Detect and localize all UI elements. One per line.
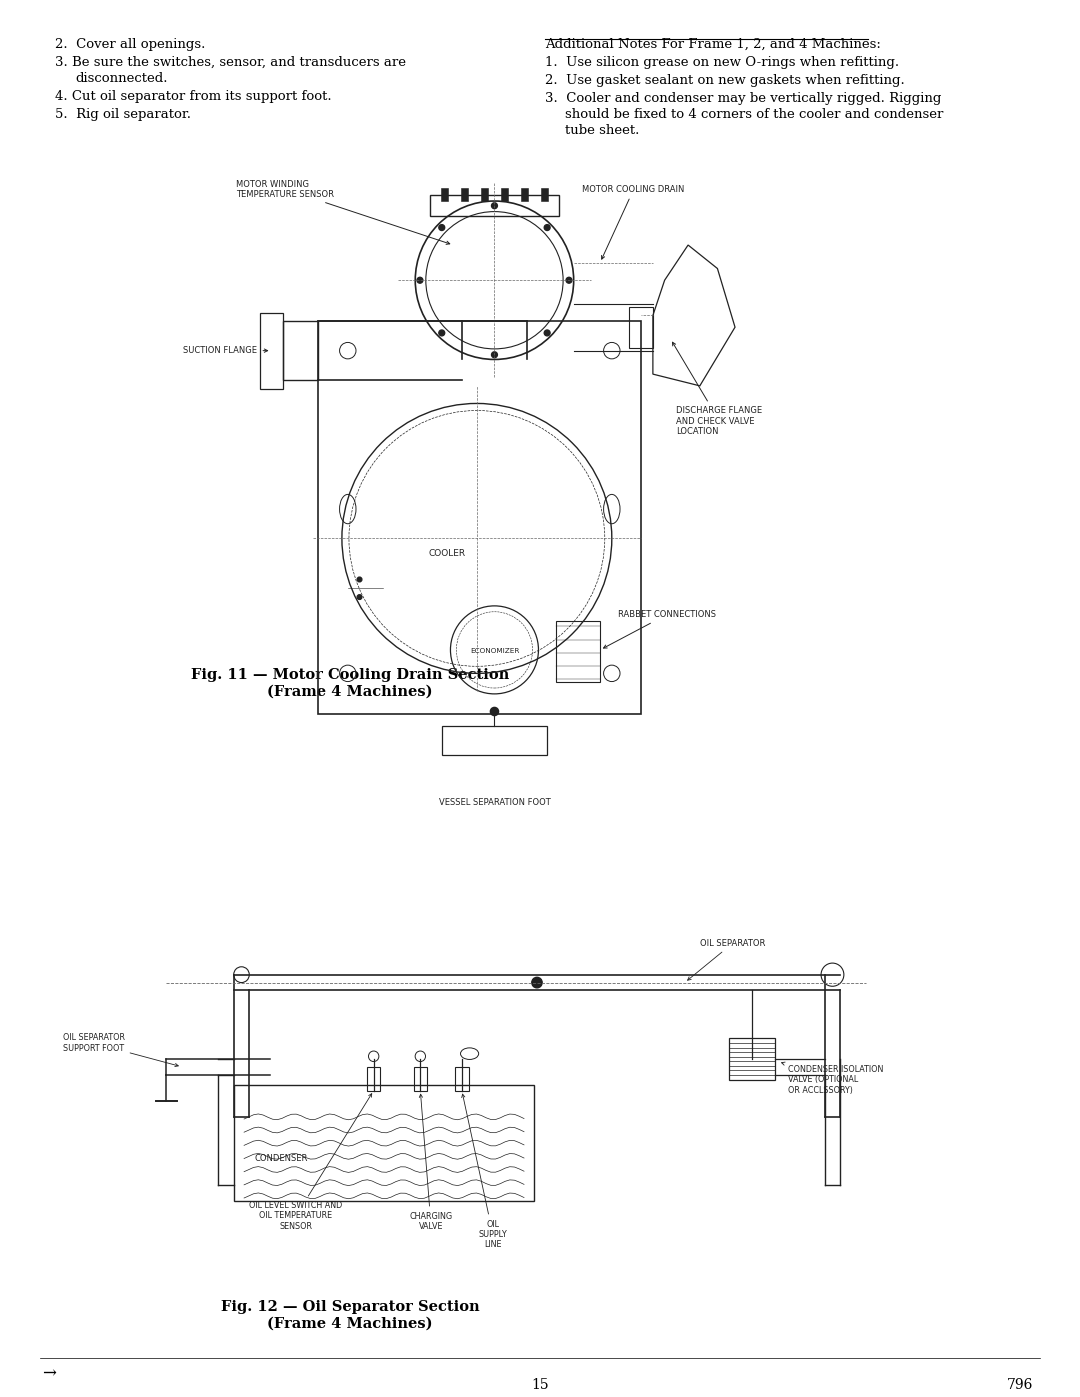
Text: SUCTION FLANGE: SUCTION FLANGE: [184, 346, 268, 355]
Text: Fig. 11 — Motor Cooling Drain Section: Fig. 11 — Motor Cooling Drain Section: [191, 668, 509, 682]
Text: 5.  Rig oil separator.: 5. Rig oil separator.: [55, 108, 191, 122]
Text: 4. Cut oil separator from its support foot.: 4. Cut oil separator from its support fo…: [55, 89, 332, 103]
Bar: [541, 189, 548, 201]
Bar: [414, 1067, 427, 1091]
Text: 15: 15: [531, 1377, 549, 1391]
Bar: [556, 620, 600, 682]
Text: (Frame 4 Machines): (Frame 4 Machines): [267, 685, 433, 698]
Circle shape: [491, 352, 498, 358]
Bar: [442, 726, 548, 756]
Text: RABBET CONNECTIONS: RABBET CONNECTIONS: [604, 610, 716, 648]
Bar: [260, 313, 283, 388]
Circle shape: [357, 595, 362, 599]
Text: VESSEL SEPARATION FOOT: VESSEL SEPARATION FOOT: [438, 798, 551, 807]
Circle shape: [438, 330, 445, 335]
Text: MOTOR WINDING
TEMPERATURE SENSOR: MOTOR WINDING TEMPERATURE SENSOR: [237, 180, 449, 244]
Text: CONDENSER ISOLATION
VALVE (OPTIONAL
OR ACCLSSORY): CONDENSER ISOLATION VALVE (OPTIONAL OR A…: [782, 1062, 883, 1095]
Text: CHARGING
VALVE: CHARGING VALVE: [409, 1094, 453, 1231]
Circle shape: [490, 707, 499, 715]
Text: Additional Notes For Frame 1, 2, and 4 Machines:: Additional Notes For Frame 1, 2, and 4 M…: [545, 38, 881, 52]
Text: OIL
SUPPLY
LINE: OIL SUPPLY LINE: [461, 1094, 508, 1249]
Bar: [461, 189, 468, 201]
Text: disconnected.: disconnected.: [75, 73, 167, 85]
Bar: [630, 307, 653, 348]
Circle shape: [357, 577, 362, 581]
Text: CONDENSER: CONDENSER: [255, 1154, 308, 1164]
Text: 796: 796: [1007, 1377, 1034, 1391]
Text: tube sheet.: tube sheet.: [565, 124, 639, 137]
Bar: [233, 1085, 535, 1201]
Bar: [283, 321, 319, 380]
Text: MOTOR COOLING DRAIN: MOTOR COOLING DRAIN: [582, 184, 685, 258]
Bar: [430, 196, 559, 215]
Text: OIL SEPARATOR: OIL SEPARATOR: [688, 939, 766, 981]
Text: DISCHARGE FLANGE
AND CHECK VALVE
LOCATION: DISCHARGE FLANGE AND CHECK VALVE LOCATIO…: [673, 342, 762, 436]
Bar: [501, 189, 508, 201]
Bar: [441, 189, 448, 201]
Circle shape: [544, 225, 550, 231]
Bar: [481, 189, 488, 201]
Text: 2.  Use gasket sealant on new gaskets when refitting.: 2. Use gasket sealant on new gaskets whe…: [545, 74, 905, 87]
Bar: [729, 1038, 775, 1080]
Text: OIL SEPARATOR
SUPPORT FOOT: OIL SEPARATOR SUPPORT FOOT: [63, 1034, 178, 1066]
Text: 3. Be sure the switches, sensor, and transducers are: 3. Be sure the switches, sensor, and tra…: [55, 56, 406, 68]
Circle shape: [438, 225, 445, 231]
Bar: [367, 1067, 380, 1091]
Circle shape: [531, 978, 542, 988]
Text: COOLER: COOLER: [429, 549, 467, 557]
Text: ECONOMIZER: ECONOMIZER: [470, 648, 519, 654]
Text: 1.  Use silicon grease on new O-rings when refitting.: 1. Use silicon grease on new O-rings whe…: [545, 56, 900, 68]
Text: should be fixed to 4 corners of the cooler and condenser: should be fixed to 4 corners of the cool…: [565, 108, 943, 122]
Text: 3.  Cooler and condenser may be vertically rigged. Rigging: 3. Cooler and condenser may be verticall…: [545, 92, 942, 105]
Circle shape: [566, 277, 572, 284]
Bar: [455, 1067, 469, 1091]
Text: →: →: [42, 1365, 56, 1382]
Bar: [521, 189, 528, 201]
Bar: [319, 321, 642, 714]
Text: 2.  Cover all openings.: 2. Cover all openings.: [55, 38, 205, 52]
Circle shape: [491, 203, 498, 208]
Text: (Frame 4 Machines): (Frame 4 Machines): [267, 1317, 433, 1331]
Circle shape: [544, 330, 550, 335]
Text: Fig. 12 — Oil Separator Section: Fig. 12 — Oil Separator Section: [220, 1301, 480, 1315]
Text: OIL LEVEL SWITCH AND
OIL TEMPERATURE
SENSOR: OIL LEVEL SWITCH AND OIL TEMPERATURE SEN…: [249, 1094, 372, 1231]
Circle shape: [417, 277, 423, 284]
